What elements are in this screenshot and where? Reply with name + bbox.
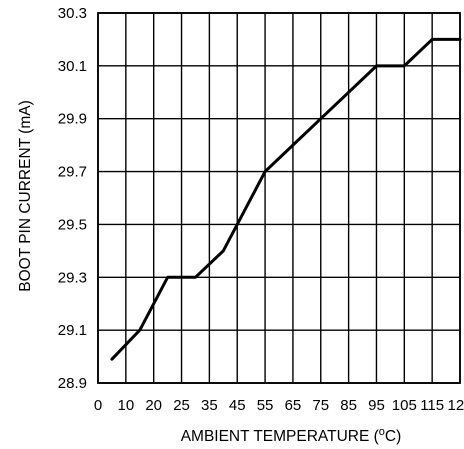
y-tick-label: 29.5: [58, 216, 87, 233]
y-tick-label: 28.9: [58, 375, 87, 392]
x-tick-label: 20: [145, 397, 162, 414]
y-tick-label: 30.1: [58, 58, 87, 75]
x-tick-label: 85: [340, 397, 357, 414]
series-layer: [110, 37, 462, 361]
y-tick-labels: 28.9 29.1 29.3 29.5 29.7 29.9 30.1 30.3: [58, 5, 87, 392]
x-axis-title: AMBIENT TEMPERATURE (oC): [181, 426, 402, 445]
y-tick-label: 29.7: [58, 164, 87, 181]
x-tick-label: 75: [312, 397, 329, 414]
x-tick-label: 25: [173, 397, 190, 414]
x-tick-label: 125: [447, 397, 464, 414]
y-tick-label: 30.3: [58, 5, 87, 22]
x-tick-label: 115: [420, 397, 444, 414]
x-tick-label: 45: [229, 397, 246, 414]
y-tick-label: 29.3: [58, 269, 87, 286]
y-axis-title: BOOT PIN CURRENT (mA): [17, 100, 34, 291]
y-tick-label: 29.1: [58, 322, 87, 339]
grid-lines: [97, 12, 461, 384]
y-tick-label: 29.9: [58, 111, 87, 128]
x-tick-label: 65: [285, 397, 302, 414]
x-tick-labels: 0 10 20 25 35 45 55 65 75 85 95 105115125: [94, 397, 464, 414]
x-tick-label: 10: [118, 397, 135, 414]
x-axis-title-unit: C): [385, 428, 401, 445]
x-tick-label: 105: [392, 397, 417, 414]
x-axis-title-text: AMBIENT TEMPERATURE (: [181, 428, 380, 445]
x-tick-label: 95: [368, 397, 385, 414]
x-tick-label: 0: [94, 397, 102, 414]
series-line: [110, 37, 462, 361]
plot-frame: [97, 12, 461, 384]
x-axis-title-superscript: o: [379, 426, 385, 438]
x-tick-label: 35: [201, 397, 218, 414]
x-tick-label: 55: [257, 397, 274, 414]
